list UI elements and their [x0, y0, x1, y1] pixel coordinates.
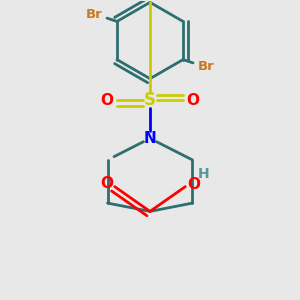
- Text: O: O: [187, 178, 200, 193]
- Text: N: N: [144, 131, 156, 146]
- Text: Br: Br: [85, 8, 102, 21]
- Text: S: S: [144, 91, 156, 109]
- Text: O: O: [187, 93, 200, 108]
- Text: H: H: [198, 167, 209, 181]
- Text: Br: Br: [198, 60, 214, 73]
- Text: O: O: [100, 176, 113, 191]
- Text: O: O: [100, 93, 113, 108]
